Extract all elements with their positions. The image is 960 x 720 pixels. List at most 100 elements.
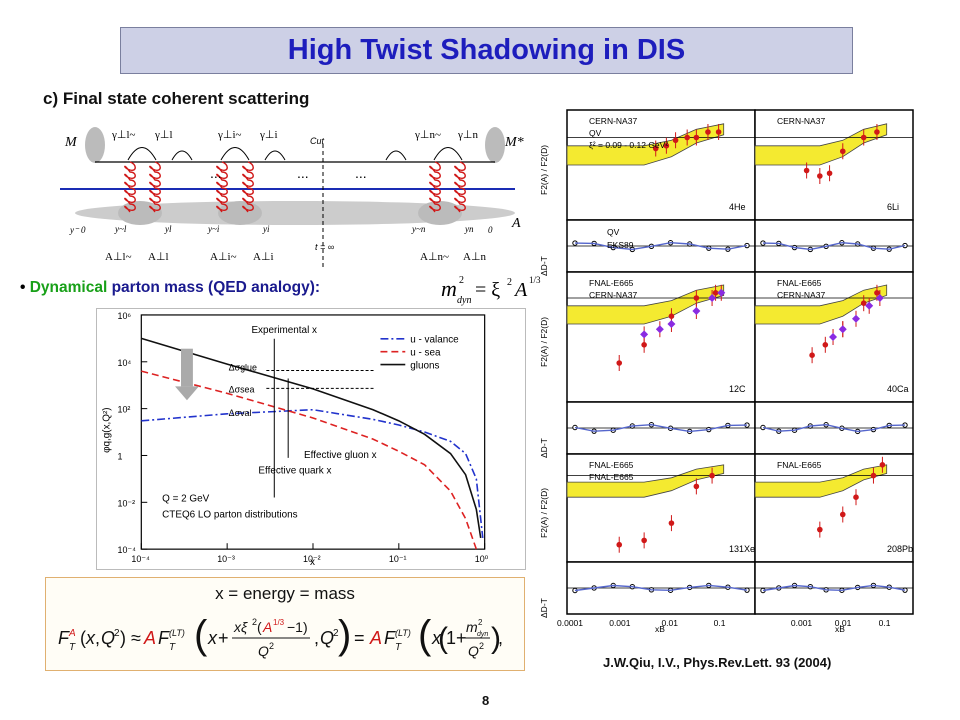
bullet-rest: parton mass (QED analogy):: [107, 279, 321, 296]
svg-text:) ≈: ) ≈: [120, 628, 141, 648]
data-point: [851, 314, 860, 323]
legend-label: u - sea: [410, 348, 441, 359]
x-tick-label: 10⁻¹: [389, 554, 407, 564]
svg-text:T: T: [395, 642, 402, 653]
gluon-arcs: [127, 147, 463, 161]
y-axis-label: ΔD-T: [539, 256, 549, 276]
position-label: 0: [488, 225, 493, 235]
gluon-spring: [454, 161, 466, 213]
y-tick-label: 1: [117, 451, 122, 461]
x-axis-label: xB: [655, 624, 665, 632]
panel-frame: [566, 453, 756, 563]
annotation: Q = 2 GeV: [162, 494, 209, 505]
legend-label: CERN-NA37: [589, 116, 637, 126]
gluon-arc: [264, 150, 286, 161]
data-point: [693, 134, 700, 141]
legend-label: EKS89: [607, 240, 634, 250]
svg-text:Q: Q: [258, 643, 269, 659]
x-tick-label: 0.1: [714, 618, 726, 628]
formula-rhs: = ξ: [475, 279, 500, 301]
nuclear-ratio-chart: CERN-NA37 QV ξ² = 0.09 - 0.12 GeV² 4He F2(A)…: [539, 109, 914, 632]
svg-text:A: A: [262, 619, 272, 635]
svg-text:dyn: dyn: [477, 631, 488, 638]
theory-line: [762, 241, 906, 251]
y-axis-label: φq,g(x,Q²): [102, 407, 113, 453]
gluon-field-label: A⊥n: [463, 251, 487, 263]
data-point: [641, 537, 647, 544]
slide-title: High Twist Shadowing in DIS: [287, 34, 686, 66]
svg-text:2: 2: [252, 617, 257, 627]
x-tick-label: 0.001: [609, 618, 631, 628]
photon-label: γ⊥l~: [111, 129, 135, 141]
gluon-springs: [124, 161, 466, 213]
data-point: [692, 307, 701, 315]
annotation: Δσval: [229, 408, 252, 418]
gluon-field-label: A⊥i~: [210, 251, 237, 263]
data-point: [668, 520, 675, 526]
gluon-arc: [433, 147, 463, 161]
svg-text:(: (: [438, 622, 448, 655]
data-point: [655, 325, 664, 334]
nucleus-label: 40Ca: [887, 384, 909, 394]
gray-blob: [485, 127, 505, 163]
y-axis-label: F2(A) / F2(D): [539, 317, 549, 367]
svg-text:2: 2: [333, 628, 339, 639]
pdf-annotations: Experimental x Δσglue Δσsea Δσval Effective …: [162, 325, 376, 521]
svg-text:1/3: 1/3: [273, 618, 285, 627]
data-point: [641, 342, 647, 348]
gluon-spring: [242, 161, 254, 213]
data-point: [667, 320, 676, 328]
nucleus-label: 208Pb: [887, 544, 913, 554]
svg-text:Q: Q: [320, 628, 334, 648]
data-point: [684, 134, 690, 141]
y-axis-label: F2(A) / F2(D): [539, 145, 549, 195]
data-point: [717, 288, 726, 297]
y-tick-label: 10²: [117, 405, 130, 415]
gray-blob: [85, 127, 105, 163]
data-point: [616, 541, 623, 548]
data-point: [853, 494, 859, 501]
y-tick-label: 10⁶: [117, 311, 131, 321]
theory-band: [566, 284, 725, 325]
gluon-spring: [429, 161, 441, 213]
equation-box: x = energy = mass F A T ( x , Q 2 ) ≈ A …: [45, 577, 525, 671]
dots-top-2: ...: [297, 165, 309, 181]
mass-formula: m 2 dyn = ξ 2 A 1/3: [441, 275, 541, 306]
x-axis-label: x: [310, 557, 315, 568]
x-tick-label: 10⁻²: [303, 554, 321, 564]
theory-line: [574, 241, 748, 251]
nucleus-blob: [75, 201, 515, 225]
legend-label: gluons: [410, 361, 439, 372]
position-label: y~i: [207, 224, 220, 234]
data-point: [817, 173, 823, 179]
legend-label: QV: [607, 227, 620, 237]
photon-label: γ⊥i: [259, 129, 278, 141]
title-banner: High Twist Shadowing in DIS: [120, 27, 853, 74]
gluon-field-label: A⊥l: [148, 251, 169, 263]
svg-text:F: F: [384, 628, 396, 648]
bullet-highlight: Dynamical: [29, 279, 108, 296]
svg-text:x: x: [431, 628, 442, 648]
svg-text:(: (: [257, 619, 262, 635]
y-tick-label: 10⁴: [117, 358, 131, 368]
position-label: yn: [464, 224, 474, 234]
data-point: [803, 167, 810, 174]
x-tick-label: 10⁻⁴: [131, 554, 150, 564]
data-point: [640, 330, 649, 339]
theory-band: [566, 464, 725, 498]
svg-text:x: x: [85, 628, 96, 648]
data-point: [616, 360, 623, 366]
svg-text:(LT): (LT): [395, 628, 411, 638]
nucleus-label: 4He: [729, 202, 746, 212]
position-label: y⁻ 0: [69, 225, 86, 235]
gluon-arc: [385, 150, 407, 161]
x-tick-label: 10⁰: [475, 554, 489, 564]
gluon-field-label: A⊥n~: [420, 251, 449, 263]
arrow-icon: [175, 386, 199, 401]
theory-line: [762, 584, 906, 592]
svg-text:(: (: [80, 628, 86, 648]
svg-text:A: A: [68, 628, 76, 639]
label-Mstar: M*: [504, 135, 524, 150]
arrow-icon: [181, 348, 193, 387]
position-label: y~l: [114, 224, 127, 234]
